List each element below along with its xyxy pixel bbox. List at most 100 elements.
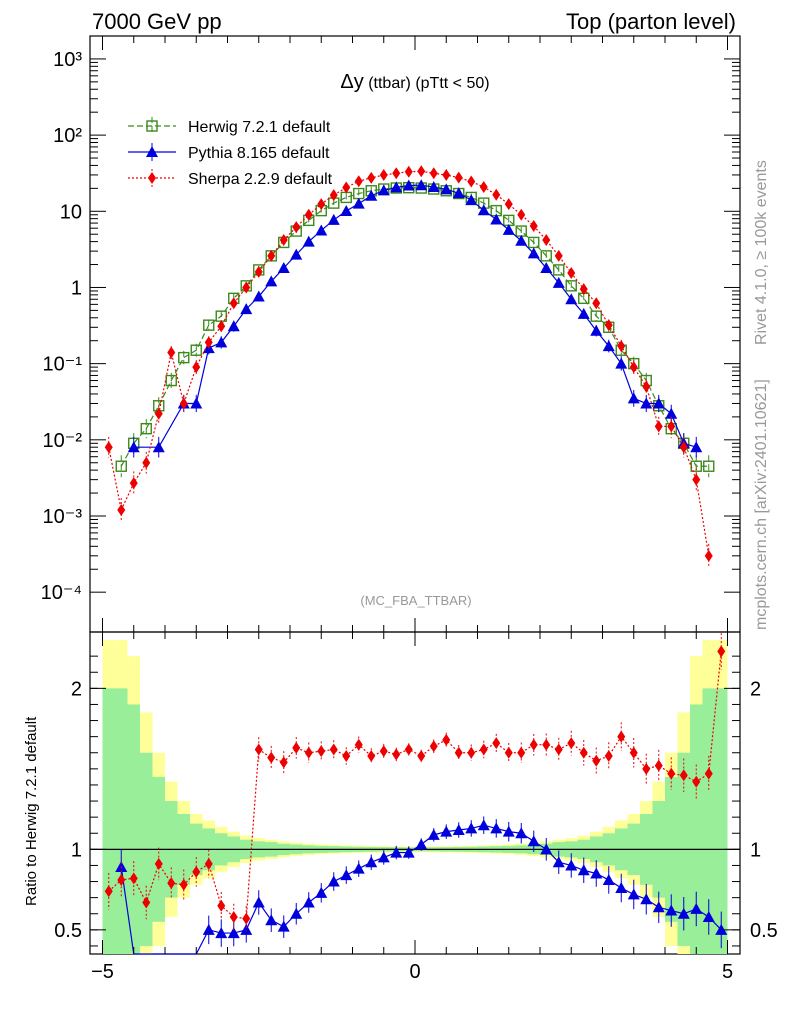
data-point [242, 281, 251, 294]
ratio-point [590, 867, 603, 879]
ratio-point [277, 920, 290, 932]
ratio-y-tick-label-right: 1 [750, 839, 761, 861]
y-tick-label: 10 [60, 201, 82, 223]
ratio-y-tick-label: 0.5 [54, 920, 82, 942]
ratio-point [677, 907, 690, 919]
data-point [577, 307, 590, 319]
ratio-point [427, 828, 440, 840]
data-point [267, 249, 276, 262]
ratio-point [267, 751, 276, 764]
data-point [327, 213, 340, 225]
y-tick-label: 1 [71, 277, 82, 299]
axes: −5 0 5 10⁻⁴ 10⁻³ 10⁻² 10⁻¹ 1 10 10² 10³ 0.5 0.5 1 1 2 2 [41, 35, 778, 983]
data-point [515, 234, 528, 246]
data-point [277, 262, 290, 274]
ratio-point [690, 902, 703, 914]
data-point [590, 324, 603, 336]
ratio-point [254, 743, 263, 756]
legend-marker [148, 172, 156, 184]
ratio-point [477, 819, 490, 831]
data-point [554, 249, 563, 262]
data-point [152, 441, 165, 453]
legend-marker [146, 146, 158, 157]
data-point [367, 171, 376, 184]
data-point [467, 175, 476, 188]
data-point [365, 189, 378, 201]
data-point [552, 276, 565, 288]
data-point [553, 264, 565, 276]
ratio-line [108, 651, 722, 920]
ratio-point [304, 746, 313, 759]
ratio-point [552, 856, 565, 868]
ratio-point [565, 859, 578, 871]
data-point [492, 188, 501, 201]
mcplots-label: mcplots.cern.ch [arXiv:2401.10621] [753, 379, 770, 630]
ratio-series-sherpa [104, 633, 726, 932]
y-tick-label: 10⁻¹ [43, 354, 83, 376]
data-point [127, 441, 140, 453]
data-point [104, 441, 113, 454]
data-point [315, 224, 328, 236]
ratio-point [652, 901, 665, 913]
ratio-point [504, 746, 513, 759]
data-point [203, 319, 215, 331]
ratio-point [479, 743, 488, 756]
ratio-panel [90, 633, 740, 955]
data-point [129, 477, 138, 490]
data-point [429, 167, 438, 180]
data-point [379, 169, 388, 182]
data-point [354, 175, 363, 188]
x-tick-label: 5 [722, 961, 733, 983]
ratio-point [490, 822, 503, 834]
ratio-point [442, 733, 451, 746]
ratio-point [604, 749, 613, 762]
ratio-point [379, 745, 388, 758]
data-point [604, 319, 613, 332]
data-point [404, 165, 413, 178]
ratio-point [452, 824, 465, 836]
data-point [142, 456, 151, 469]
ratio-point [302, 896, 315, 908]
ratio-point [367, 749, 376, 762]
data-point [640, 397, 653, 409]
ratio-point [354, 738, 363, 751]
ratio-point [502, 825, 515, 837]
ratio-point [615, 881, 628, 893]
ratio-point [492, 737, 501, 750]
ratio-point [440, 825, 453, 837]
band-inner-bin [102, 688, 115, 954]
ratio-point [142, 896, 151, 909]
data-point [192, 361, 201, 374]
data-point [215, 336, 228, 348]
ratio-point [627, 888, 640, 900]
ratio-point [654, 759, 663, 772]
ratio-point [567, 737, 576, 750]
legend-entry-herwig: Herwig 7.2.1 default [128, 117, 331, 136]
legend: Herwig 7.2.1 default Pythia 8.165 default… [128, 117, 333, 188]
ratio-point [192, 865, 201, 878]
ratio-y-tick-label: 2 [71, 678, 82, 700]
data-point [627, 392, 640, 404]
data-point [217, 320, 226, 333]
data-point [590, 310, 602, 322]
ratio-point [279, 756, 288, 769]
rivet-label: Rivet 4.1.0, ≥ 100k events [753, 160, 770, 345]
data-point [703, 460, 715, 472]
data-point [417, 165, 426, 178]
ratio-point [340, 869, 353, 881]
y-tick-label: 10² [53, 125, 82, 147]
ratio-point [117, 873, 126, 886]
ratio-point [540, 843, 553, 855]
ratio-point [679, 769, 688, 782]
y-tick-label: 10⁻³ [43, 506, 83, 528]
data-point [290, 248, 303, 260]
ratio-point [415, 838, 428, 850]
data-point [167, 346, 176, 359]
ratio-point [167, 877, 176, 890]
data-point [227, 320, 240, 332]
ratio-point [215, 927, 228, 939]
plot-title-symbol: Δy [340, 71, 363, 93]
legend-label: Pythia 8.165 default [188, 145, 330, 162]
plot-title-rest: (ttbar) (pTtt < 50) [364, 75, 490, 92]
legend-entry-pythia: Pythia 8.165 default [128, 143, 330, 162]
